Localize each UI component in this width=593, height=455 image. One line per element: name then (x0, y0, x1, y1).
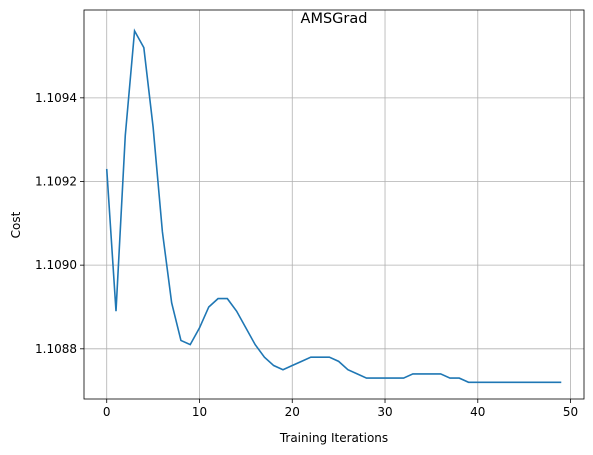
x-tick-label: 0 (103, 405, 111, 419)
x-tick-label: 40 (470, 405, 485, 419)
x-tick-label: 30 (377, 405, 392, 419)
x-tick-label: 10 (192, 405, 207, 419)
x-tick-label: 50 (563, 405, 578, 419)
y-tick-label: 1.1092 (35, 174, 77, 188)
x-axis-label: Training Iterations (279, 431, 388, 445)
y-tick-label: 1.1088 (35, 342, 77, 356)
y-tick-label: 1.1090 (35, 258, 77, 272)
y-axis-label: Cost (9, 211, 23, 238)
chart-title: AMSGrad (301, 11, 368, 27)
series-line (105, 28, 562, 384)
y-tick-label: 1.1094 (35, 91, 77, 105)
axes-frame (83, 9, 585, 400)
grid-lines (84, 10, 584, 399)
ticks: 0 10 20 30 40 50 1.1088 1.1090 1.1092 1.1094 (35, 91, 578, 419)
x-tick-label: 20 (285, 405, 300, 419)
